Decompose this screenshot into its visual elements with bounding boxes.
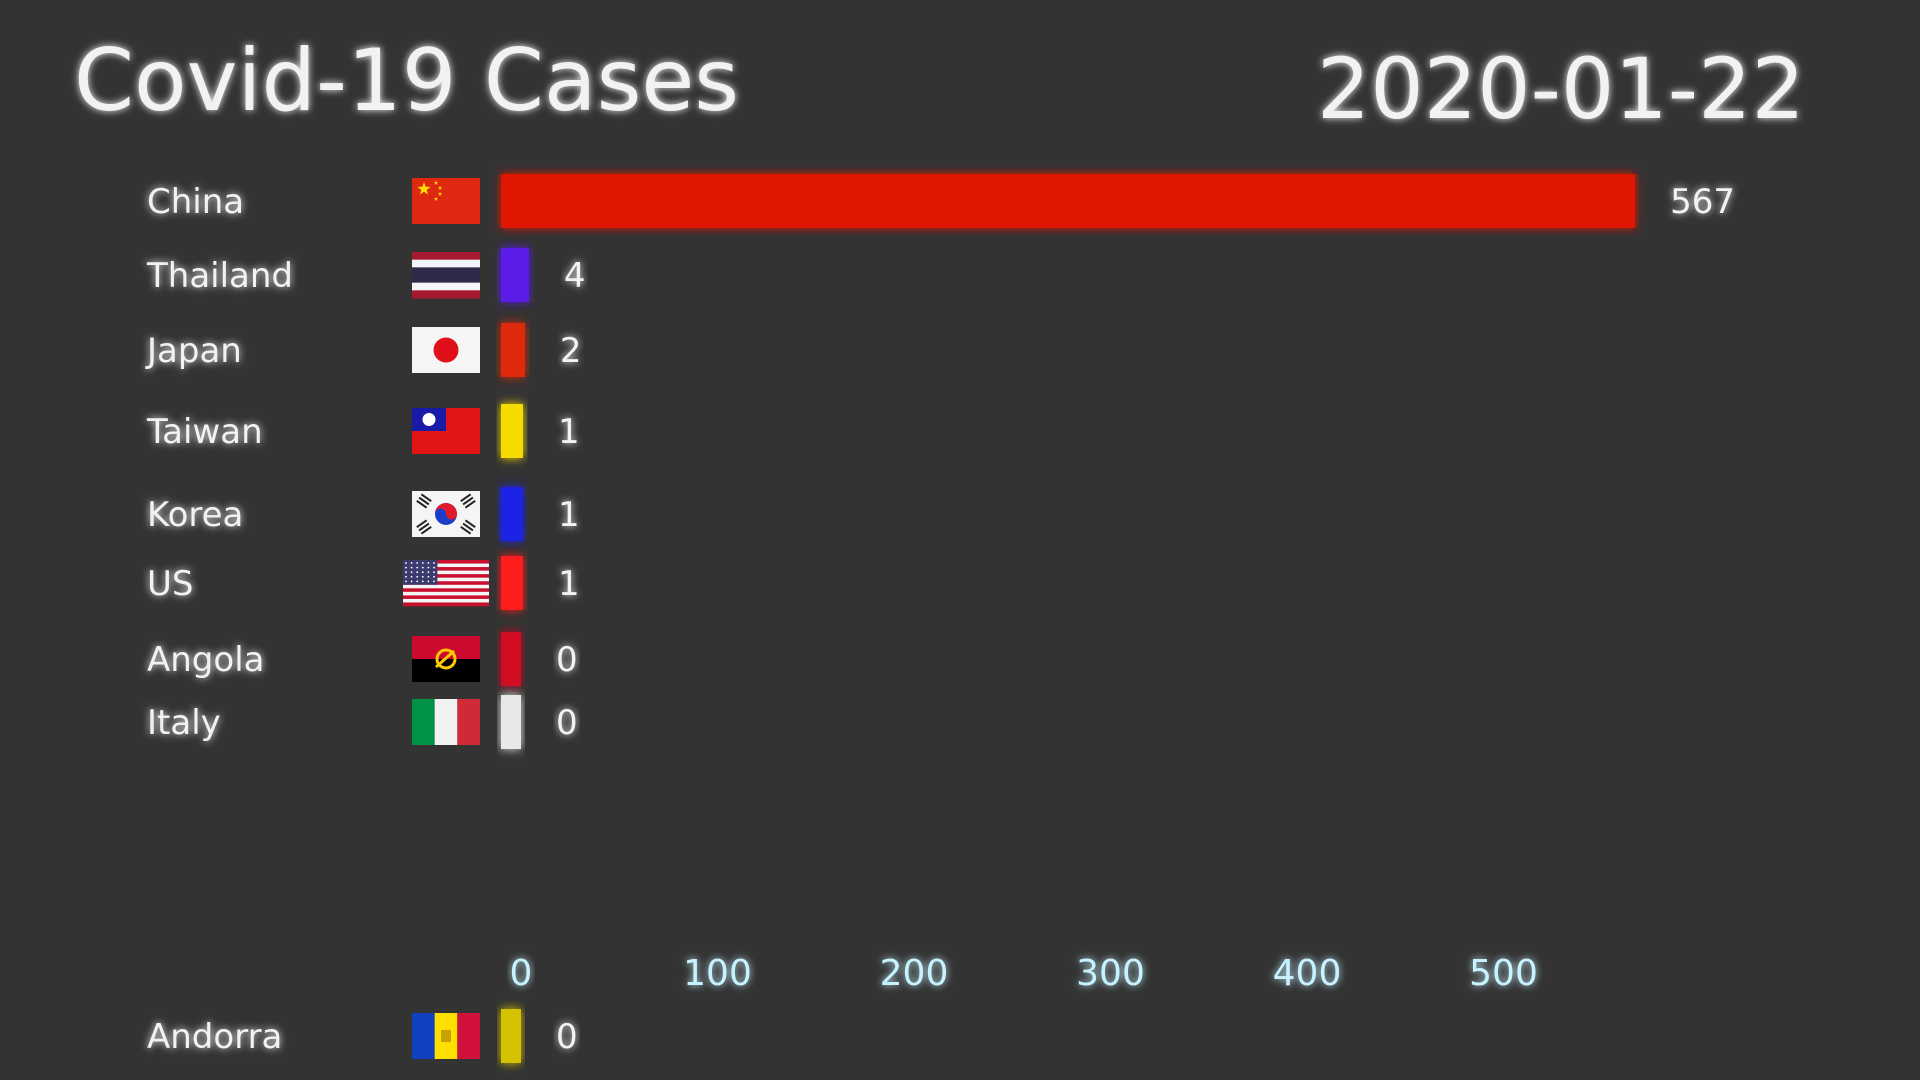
value-label-andorra: 0 — [556, 1017, 578, 1057]
value-label-italy: 0 — [556, 703, 578, 743]
date-label: 2020-01-22 — [1317, 40, 1805, 138]
x-axis-ticks: 0 100 200 300 400 500 — [510, 953, 1538, 994]
bar-korea — [501, 487, 523, 541]
category-label-korea: Korea — [147, 495, 243, 535]
category-label-us: US — [147, 564, 193, 604]
bar-andorra — [501, 1009, 521, 1063]
bar-angola — [501, 632, 521, 686]
japan-flag-icon — [412, 327, 480, 373]
category-labels: China Thailand Japan Taiwan Korea US Angola Ita… — [145, 182, 293, 1057]
bar-china — [501, 174, 1636, 228]
bar-taiwan — [501, 404, 523, 458]
value-label-thailand: 4 — [564, 256, 586, 296]
china-flag-icon — [412, 178, 480, 224]
category-label-andorra: Andorra — [147, 1017, 282, 1057]
gridlines — [519, 225, 1506, 945]
bar-japan — [501, 323, 525, 377]
value-label-taiwan: 1 — [558, 412, 580, 452]
italy-flag-icon — [412, 699, 480, 745]
category-label-japan: Japan — [145, 331, 242, 371]
value-label-china: 567 — [1670, 182, 1735, 222]
category-label-china: China — [147, 182, 244, 222]
x-tick-label-0: 0 — [510, 953, 533, 994]
chart-title: Covid-19 Cases — [74, 31, 739, 131]
bars — [501, 174, 1636, 1063]
value-label-us: 1 — [558, 564, 580, 604]
x-tick-label-100: 100 — [683, 953, 752, 994]
value-label-japan: 2 — [560, 331, 582, 371]
bar-thailand — [501, 248, 529, 302]
andorra-flag-icon — [412, 1013, 480, 1059]
bar-us — [501, 556, 523, 610]
value-label-korea: 1 — [558, 495, 580, 535]
us-flag-icon — [403, 560, 489, 607]
taiwan-flag-icon — [412, 408, 480, 454]
bar-italy — [501, 695, 521, 749]
x-tick-label-300: 300 — [1076, 953, 1145, 994]
category-label-italy: Italy — [147, 703, 221, 743]
x-tick-label-200: 200 — [880, 953, 949, 994]
thailand-flag-icon — [412, 252, 480, 299]
x-tick-label-500: 500 — [1469, 953, 1538, 994]
angola-flag-icon — [412, 636, 480, 682]
x-tick-label-400: 400 — [1273, 953, 1342, 994]
category-label-thailand: Thailand — [146, 256, 293, 296]
value-label-angola: 0 — [556, 640, 578, 680]
category-label-angola: Angola — [147, 640, 264, 680]
flags — [403, 178, 489, 1059]
category-label-taiwan: Taiwan — [146, 412, 263, 452]
korea-flag-icon — [412, 491, 480, 537]
